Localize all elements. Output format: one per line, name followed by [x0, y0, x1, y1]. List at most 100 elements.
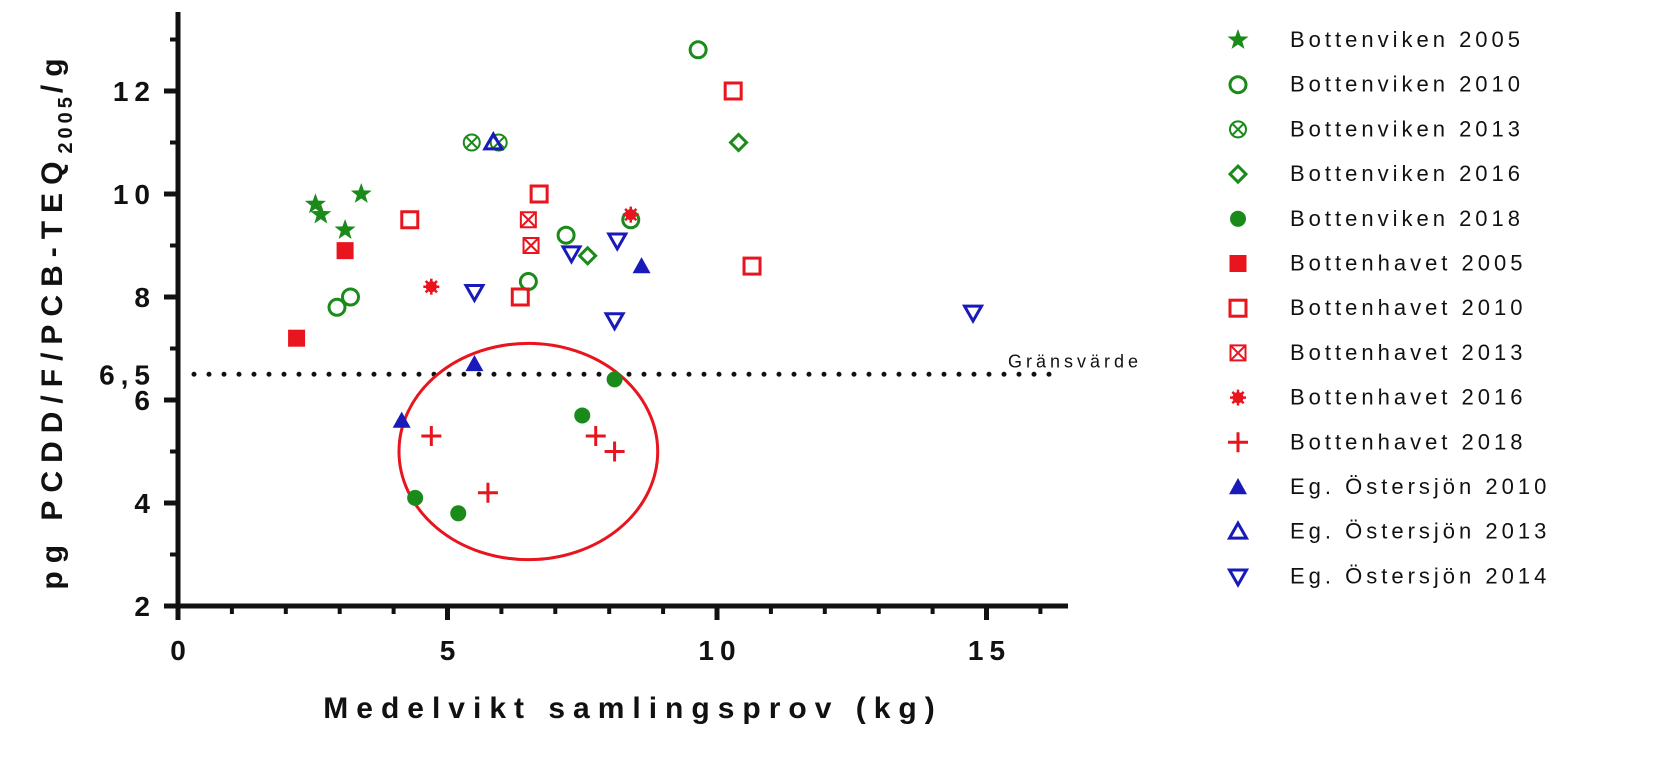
legend-label: Bottenviken 2005 [1290, 27, 1524, 52]
data-point [477, 482, 498, 503]
cross-stroke [1229, 344, 1247, 362]
legend-label: Bottenhavet 2010 [1290, 295, 1526, 320]
circle-open-icon [327, 297, 347, 317]
series-0 [304, 183, 372, 239]
square-open-icon [723, 81, 743, 101]
threshold-label: Gränsvärde [1008, 351, 1142, 371]
legend-label: Bottenhavet 2018 [1290, 429, 1526, 454]
series-5 [288, 242, 354, 347]
data-point [450, 505, 467, 522]
circle-filled-icon [606, 371, 623, 388]
triangle-down-open-icon [463, 283, 486, 304]
reference-layer: Gränsvärde [191, 341, 1142, 562]
circle-filled-icon [574, 407, 591, 424]
data-point [482, 130, 505, 151]
data-point [519, 211, 537, 229]
data-point [560, 245, 583, 265]
y-axis-title: pg PCDD/F/PCB-TEQ2005/g [36, 50, 77, 589]
triangle-down-open-icon [560, 245, 583, 265]
series-2 [462, 133, 508, 152]
x-axis-title: Medelvikt samlingsprov (kg) [323, 692, 942, 725]
data-point [742, 256, 762, 276]
legend-item: Bottenviken 2016 [1227, 161, 1520, 186]
star-icon [304, 193, 326, 214]
series-4 [407, 371, 623, 522]
triangle-down-open-icon [606, 232, 629, 252]
plus-icon [477, 482, 498, 503]
diamond-open-icon [577, 245, 598, 266]
series-1 [327, 40, 708, 317]
legend-label: Bottenhavet 2016 [1290, 385, 1526, 410]
data-point [688, 40, 708, 60]
series-3 [577, 132, 749, 266]
data-point [961, 304, 985, 324]
square-filled-icon [288, 329, 306, 347]
legend-item: Eg. Östersjön 2010 [1229, 474, 1550, 499]
data-point [518, 272, 538, 292]
data-point [462, 133, 481, 152]
data-point [510, 287, 530, 307]
legend-marker [1229, 344, 1247, 362]
series-7 [519, 211, 540, 254]
ticks-layer: 2 4 6 8 10 12 6,5 0 5 10 15 [99, 37, 1043, 666]
burst-ray [1231, 391, 1245, 405]
square-x-icon [1229, 344, 1247, 362]
series-8 [423, 206, 639, 295]
y-tick-label: 10 [113, 179, 156, 210]
circle-x-icon [1229, 120, 1247, 139]
series-10 [392, 257, 651, 428]
data-point [604, 441, 625, 462]
cross-stroke [1231, 123, 1245, 136]
legend-label: Bottenhavet 2005 [1290, 251, 1526, 276]
series-9 [421, 426, 625, 503]
legend-label: Eg. Östersjön 2014 [1290, 563, 1550, 588]
legend-label: Bottenviken 2010 [1290, 72, 1524, 97]
data-point [603, 312, 626, 332]
triangle-down-open-icon [1226, 568, 1250, 588]
data-point [421, 426, 442, 447]
data-point [585, 426, 606, 447]
triangle-up-open-icon [482, 130, 505, 151]
triangle-up-filled-icon [1229, 478, 1247, 495]
cross-stroke [465, 136, 478, 149]
x-tick-label: 15 [968, 635, 1011, 666]
plus-icon [604, 441, 625, 462]
y-tick-label: 4 [134, 488, 156, 519]
data-point [310, 203, 332, 224]
svg-text:pg PCDD/F/PCB-TEQ2005/g: pg PCDD/F/PCB-TEQ2005/g [36, 50, 77, 589]
data-point [529, 184, 549, 204]
axes-layer [175, 12, 1068, 609]
legend-label: Eg. Östersjön 2010 [1290, 474, 1550, 499]
legend-item: Bottenviken 2018 [1230, 206, 1520, 231]
series-11 [482, 130, 505, 151]
x-tick-label: 10 [698, 635, 741, 666]
square-open-icon [1228, 298, 1248, 318]
data-point [632, 257, 651, 274]
legend-marker [1228, 432, 1248, 453]
series-12 [463, 232, 985, 332]
legend-label: Eg. Östersjön 2013 [1290, 519, 1550, 544]
data-point [465, 354, 484, 372]
y-tick-label: 2 [134, 591, 156, 622]
star-icon [1227, 29, 1249, 49]
circle-filled-icon [450, 505, 467, 522]
plus-icon [585, 426, 606, 447]
square-x-icon [519, 211, 537, 229]
data-point [340, 287, 360, 307]
legend-item: Bottenviken 2013 [1229, 116, 1520, 141]
triangle-up-filled-icon [465, 354, 484, 372]
star-icon [334, 219, 356, 239]
legend-item: Bottenhavet 2010 [1228, 295, 1526, 320]
circle-filled-icon [1230, 210, 1246, 227]
data-point [606, 232, 629, 252]
data-point [334, 219, 356, 239]
triangle-up-filled-icon [392, 411, 411, 428]
legend-item: Bottenhavet 2013 [1229, 340, 1522, 365]
plus-icon [1228, 432, 1248, 453]
data-point [723, 81, 743, 101]
square-open-icon [400, 210, 420, 230]
legend-item: Eg. Östersjön 2013 [1226, 519, 1550, 544]
triangle-up-filled-icon [632, 257, 651, 274]
legend-item: Eg. Östersjön 2014 [1226, 563, 1550, 588]
